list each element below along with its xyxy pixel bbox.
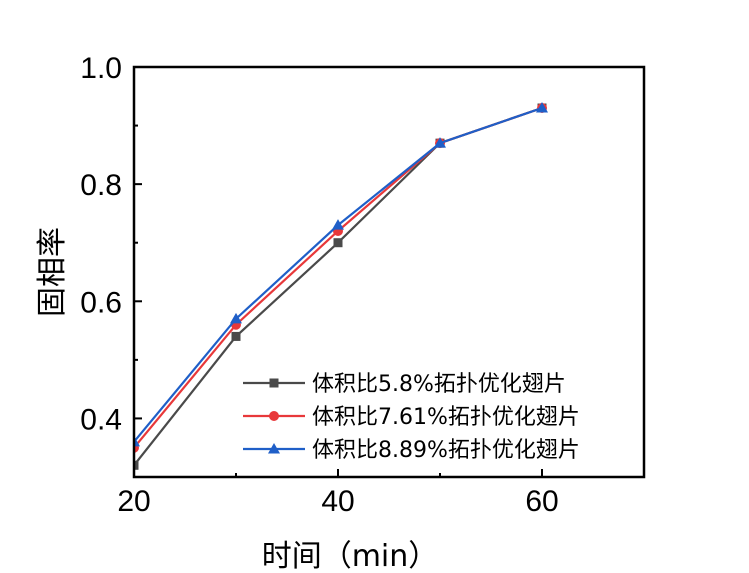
y-axis-title: 固相率 <box>35 227 70 317</box>
y-tick-label: 0.6 <box>80 286 122 319</box>
y-tick-label: 0.4 <box>80 403 122 436</box>
x-axis-title: 时间（min） <box>262 539 439 573</box>
legend: 体积比5.8%拓扑优化翅片体积比7.61%拓扑优化翅片体积比8.89%拓扑优化翅… <box>243 372 580 463</box>
plot-frame <box>132 65 646 479</box>
data-point <box>333 238 343 248</box>
data-point <box>536 102 548 113</box>
series-3 <box>134 102 548 447</box>
series-layer <box>134 102 548 470</box>
data-point <box>230 312 242 324</box>
series-2 <box>134 103 547 453</box>
x-tick-label: 40 <box>321 485 354 518</box>
ticks-layer: 20 40 60 0.4 0.6 0.8 1.0 <box>80 52 558 518</box>
y-tick-label: 0.8 <box>80 169 122 202</box>
x-tick-label: 60 <box>525 485 558 518</box>
data-point <box>134 435 140 447</box>
x-tick-label: 20 <box>117 485 150 518</box>
data-point <box>134 460 139 470</box>
legend-label: 体积比7.61%拓扑优化翅片 <box>312 405 580 430</box>
legend-swatch-marker <box>268 443 280 454</box>
y-tick-label: 1.0 <box>80 52 122 85</box>
data-point <box>231 331 241 341</box>
legend-label: 体积比8.89%拓扑优化翅片 <box>312 438 580 463</box>
legend-swatch-marker <box>269 378 279 388</box>
legend-swatch-marker <box>269 411 279 421</box>
data-point <box>434 137 446 148</box>
data-point <box>332 219 344 230</box>
legend-label: 体积比5.8%拓扑优化翅片 <box>312 372 566 397</box>
